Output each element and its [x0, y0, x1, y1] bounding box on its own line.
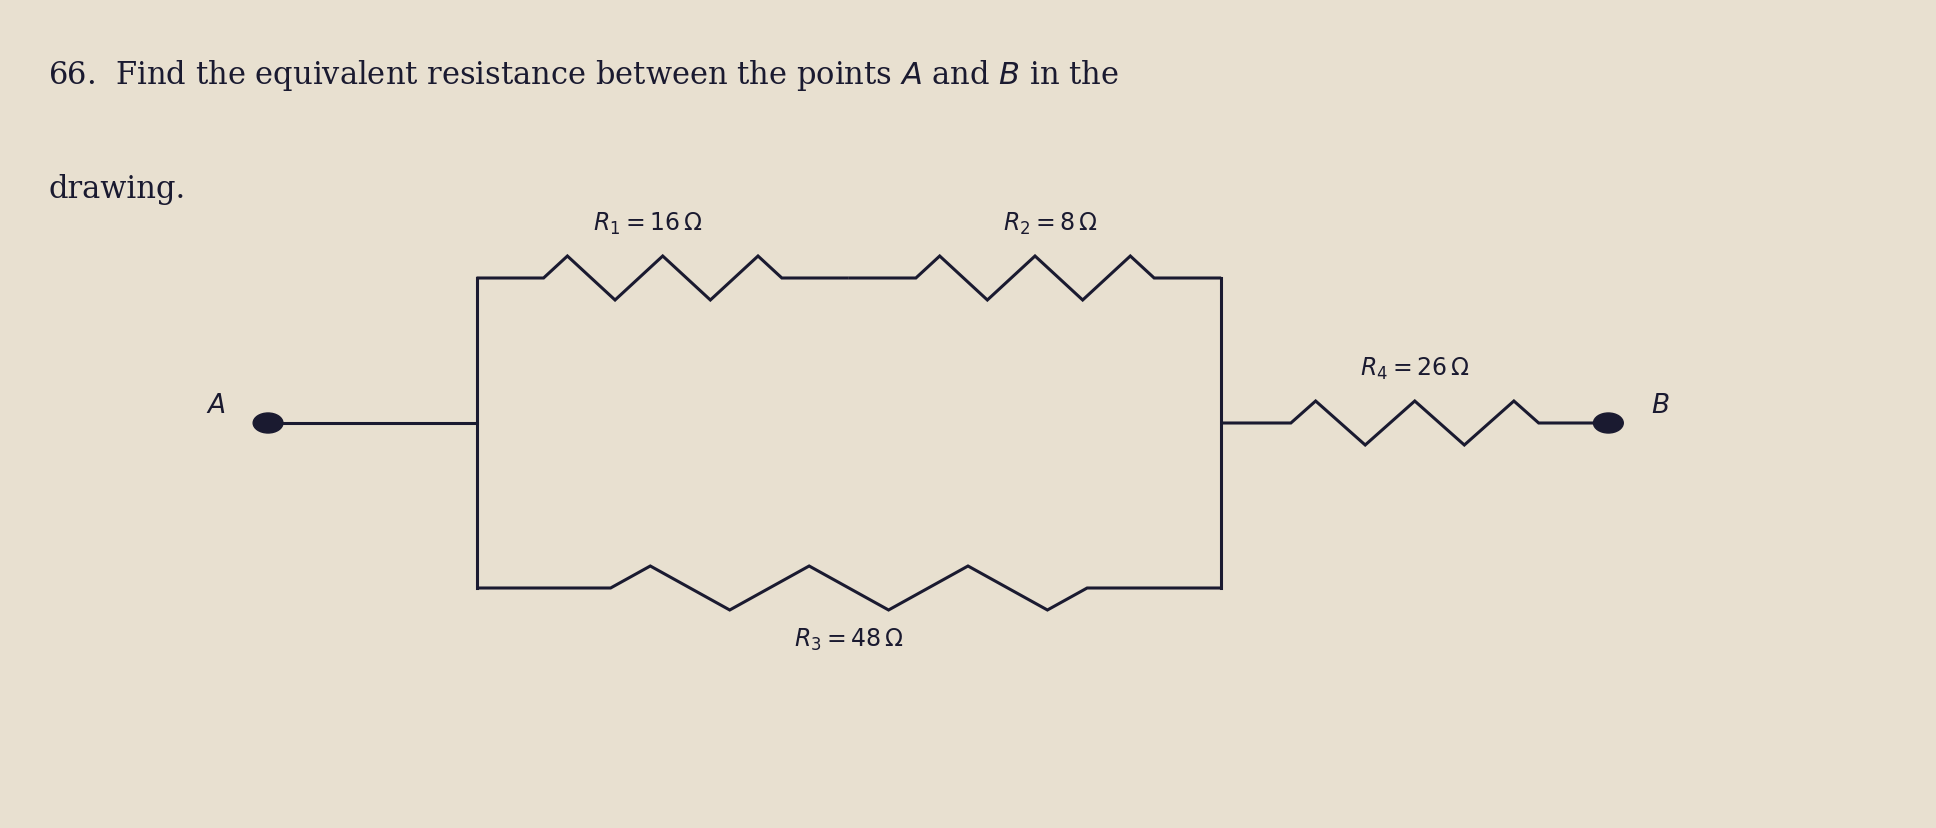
- Text: 66.  Find the equivalent resistance between the points $\mathit{A}$ and $\mathit: 66. Find the equivalent resistance betwe…: [48, 58, 1119, 93]
- Text: $B$: $B$: [1651, 393, 1669, 418]
- Text: $R_4 = 26\,\Omega$: $R_4 = 26\,\Omega$: [1359, 355, 1469, 382]
- Text: $A$: $A$: [205, 393, 227, 418]
- Circle shape: [254, 413, 283, 434]
- Text: $R_1 = 16\,\Omega$: $R_1 = 16\,\Omega$: [592, 210, 703, 237]
- Circle shape: [1593, 413, 1622, 434]
- Text: drawing.: drawing.: [48, 174, 186, 205]
- Text: $R_2 = 8\,\Omega$: $R_2 = 8\,\Omega$: [1003, 210, 1098, 237]
- Text: $R_3 = 48\,\Omega$: $R_3 = 48\,\Omega$: [794, 626, 904, 652]
